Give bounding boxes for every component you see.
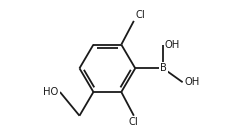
Text: OH: OH <box>184 77 199 87</box>
Text: Cl: Cl <box>129 117 139 127</box>
Text: OH: OH <box>164 40 180 50</box>
Text: B: B <box>160 63 167 73</box>
Text: B: B <box>160 63 167 73</box>
Text: Cl: Cl <box>135 10 145 19</box>
Text: HO: HO <box>43 87 59 97</box>
